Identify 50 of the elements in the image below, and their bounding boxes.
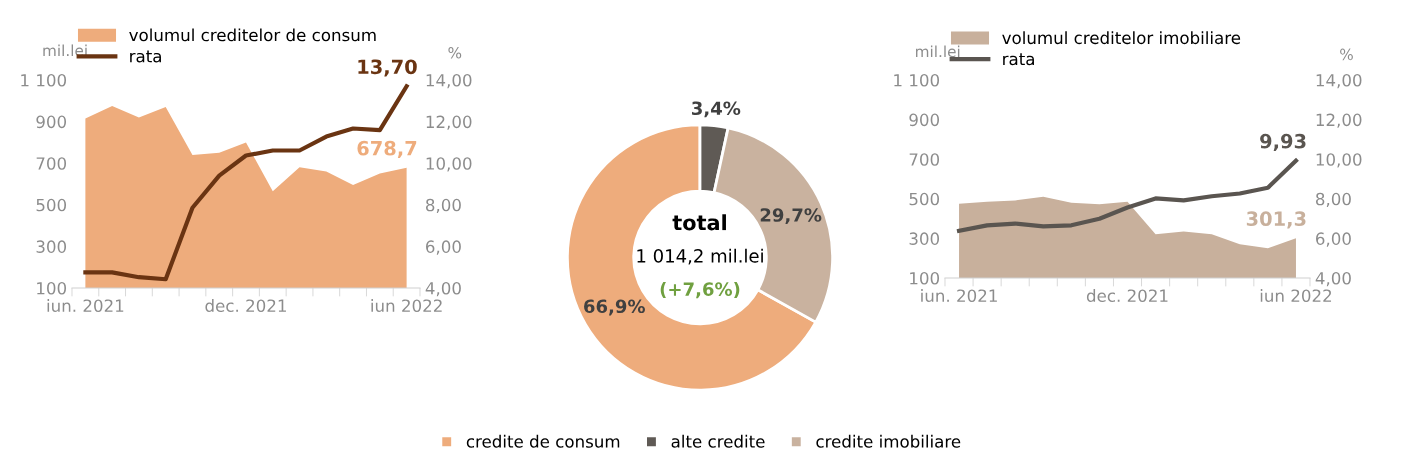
text: (+7,6%) bbox=[660, 281, 740, 299]
y2-tick-label: 14,00 bbox=[1316, 73, 1362, 89]
y2-axis-title: % bbox=[448, 46, 462, 59]
y-tick-label: 500 bbox=[36, 198, 67, 212]
x-tick-label: iun. 2021 bbox=[47, 299, 124, 313]
y-tick-label: 900 bbox=[909, 113, 940, 127]
x-tick-label: iun. 2021 bbox=[921, 289, 997, 303]
y-tick-label: 100 bbox=[910, 271, 940, 285]
y2-tick-label: 10,00 bbox=[426, 157, 472, 172]
legend-label: credite de consum bbox=[466, 434, 620, 448]
y2-tick-label: 4,00 bbox=[425, 281, 461, 297]
data-label: 13,70 bbox=[358, 59, 417, 77]
y2-tick-label: 8,00 bbox=[425, 198, 461, 214]
legend-label: volumul creditelor imobiliare bbox=[1002, 31, 1241, 45]
legend-label: credite imobiliare bbox=[816, 434, 961, 448]
y-tick-label: 300 bbox=[36, 240, 67, 253]
x-tick-label: dec. 2021 bbox=[1086, 289, 1168, 303]
y-tick-label: 700 bbox=[36, 157, 67, 170]
text: total bbox=[672, 214, 726, 231]
data-label: 678,7 bbox=[357, 140, 417, 159]
x-tick-label: iun 2022 bbox=[1260, 289, 1332, 303]
y2-tick-label: 14,00 bbox=[426, 73, 472, 89]
y-tick-label: 1 100 bbox=[894, 73, 940, 87]
x-tick-label: iun 2022 bbox=[371, 299, 442, 313]
legend-label: volumul creditelor de consum bbox=[129, 28, 376, 42]
y-tick-label: 900 bbox=[36, 115, 67, 129]
y-tick-label: 300 bbox=[909, 232, 940, 245]
y-axis-title: mil.lei bbox=[916, 45, 960, 58]
data-label: 301,3 bbox=[1246, 211, 1306, 229]
x-tick-label: dec. 2021 bbox=[205, 299, 286, 313]
y-tick-label: 500 bbox=[909, 192, 940, 206]
legend-label: rata bbox=[130, 50, 161, 63]
data-label: 29,7% bbox=[760, 208, 822, 225]
y2-tick-label: 4,00 bbox=[1315, 271, 1351, 287]
legend-label: alte credite bbox=[671, 434, 765, 448]
y2-tick-label: 12,00 bbox=[1316, 113, 1362, 128]
y2-axis-title: % bbox=[1340, 48, 1353, 61]
y2-tick-label: 6,00 bbox=[1316, 232, 1351, 247]
legend-label: rata bbox=[1003, 53, 1034, 66]
y2-tick-label: 10,00 bbox=[1316, 153, 1362, 168]
data-label: 3,4% bbox=[692, 101, 741, 118]
y-tick-label: 100 bbox=[37, 281, 67, 295]
text: 1 014,2 mil.lei bbox=[637, 248, 763, 265]
y2-tick-label: 8,00 bbox=[1315, 192, 1351, 208]
data-label: 9,93 bbox=[1260, 133, 1306, 151]
y2-tick-label: 12,00 bbox=[426, 115, 472, 130]
y-tick-label: 1 100 bbox=[21, 73, 67, 87]
y-tick-label: 700 bbox=[909, 153, 940, 166]
y2-tick-label: 6,00 bbox=[426, 240, 461, 255]
data-label: 66,9% bbox=[584, 299, 645, 316]
